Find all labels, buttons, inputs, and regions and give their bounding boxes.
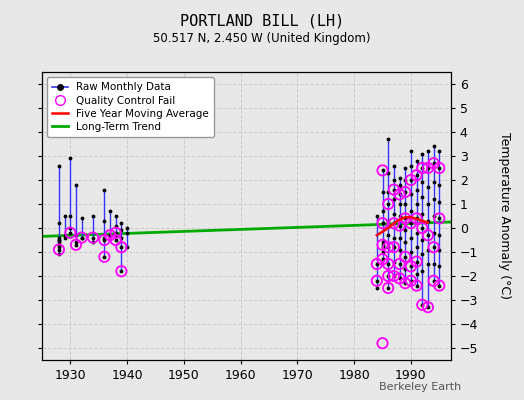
Point [424,165,432,171]
Point [430,278,438,284]
Point [424,232,432,238]
Point [407,220,415,226]
Point [407,177,415,183]
Point [55,246,63,253]
Text: 50.517 N, 2.450 W (United Kingdom): 50.517 N, 2.450 W (United Kingdom) [153,32,371,45]
Point [100,237,108,243]
Point [395,261,403,267]
Point [407,263,415,270]
Point [378,242,387,248]
Point [401,189,409,195]
Point [435,165,443,171]
Point [378,220,387,226]
Point [384,285,392,291]
Point [424,304,432,310]
Point [390,244,398,250]
Point [412,215,421,222]
Point [390,186,398,193]
Point [384,244,392,250]
Point [100,254,108,260]
Point [412,282,421,289]
Point [390,273,398,279]
Point [395,275,403,282]
Point [378,256,387,262]
Point [112,230,120,236]
Point [378,340,387,346]
Point [430,244,438,250]
Point [78,234,86,241]
Point [384,201,392,207]
Point [395,191,403,198]
Point [418,225,427,231]
Y-axis label: Temperature Anomaly (°C): Temperature Anomaly (°C) [498,132,510,300]
Point [401,215,409,222]
Point [401,280,409,286]
Point [407,278,415,284]
Point [112,237,120,243]
Point [401,254,409,260]
Point [106,232,114,238]
Point [435,282,443,289]
Text: Berkeley Earth: Berkeley Earth [379,382,461,392]
Point [117,268,126,274]
Point [412,172,421,178]
Point [72,242,80,248]
Point [418,165,427,171]
Point [373,278,381,284]
Point [384,273,392,279]
Point [390,220,398,226]
Point [412,258,421,265]
Text: PORTLAND BILL (LH): PORTLAND BILL (LH) [180,14,344,29]
Legend: Raw Monthly Data, Quality Control Fail, Five Year Moving Average, Long-Term Tren: Raw Monthly Data, Quality Control Fail, … [47,77,214,137]
Point [395,222,403,229]
Point [89,234,97,241]
Point [378,167,387,174]
Point [430,160,438,166]
Point [373,261,381,267]
Point [435,215,443,222]
Point [117,244,126,250]
Point [66,230,74,236]
Point [384,261,392,267]
Point [418,302,427,308]
